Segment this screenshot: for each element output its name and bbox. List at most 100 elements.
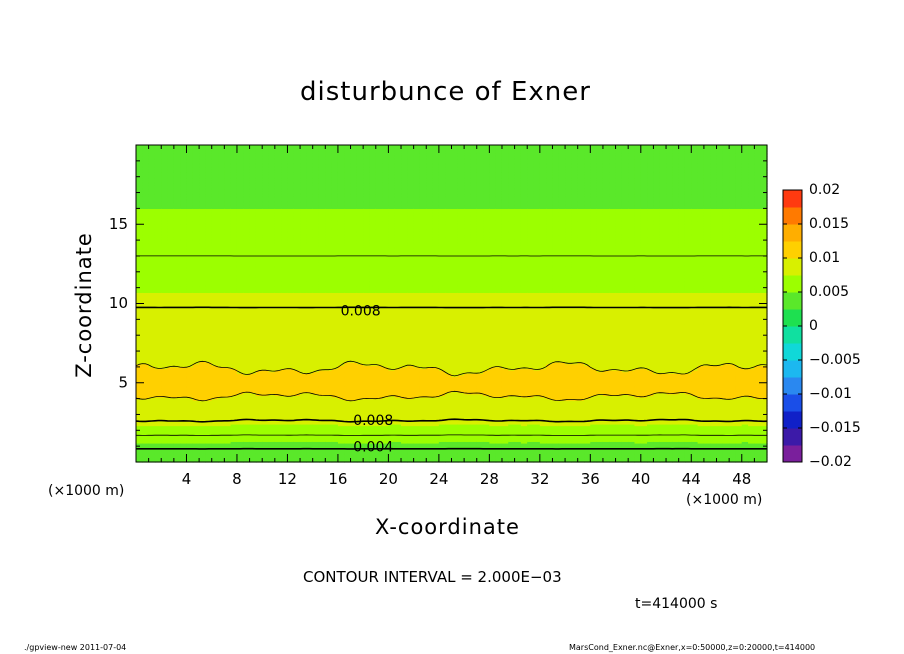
contour-cell [287,455,295,458]
contour-cell [268,298,276,301]
contour-cell [173,240,181,243]
contour-cell [173,397,181,400]
contour-cell [192,274,200,278]
contour-cell [136,289,143,292]
contour-cell [173,355,181,358]
contour-cell [161,290,169,293]
contour-cell [230,362,238,365]
contour-cell [211,260,219,263]
contour-cell [230,439,238,442]
contour-cell [224,446,232,449]
contour-cell [211,152,219,156]
contour-cell [192,365,200,368]
contour-cell [211,252,219,255]
contour-cell [218,248,225,251]
contour-cell [287,236,295,240]
contour-cell [142,365,150,368]
contour-cell [154,259,162,262]
contour-cell [142,378,150,381]
contour-cell [186,333,194,336]
contour-cell [148,289,156,292]
contour-cell [186,305,194,308]
contour-cell [281,438,289,441]
contour-cell [173,333,181,336]
contour-cell [205,164,213,167]
contour-cell [274,268,282,271]
contour-cell [236,175,244,178]
contour-cell [287,198,295,202]
contour-cell [173,195,181,198]
contour-cell [211,417,219,420]
contour-cell [142,224,150,227]
contour-cell [255,322,263,325]
contour-cell [218,198,225,202]
contour-cell [268,384,276,387]
contour-cell [224,404,232,408]
contour-cell [192,224,200,227]
contour-cell [224,360,232,363]
contour-cell [211,270,219,273]
contour-cell [211,414,219,417]
contour-cell [192,308,200,311]
contour-cell [224,187,232,190]
contour-cell [249,206,257,210]
contour-cell [142,382,150,385]
contour-cell [154,235,162,238]
contour-cell [262,230,270,233]
contour-cell [274,319,282,322]
contour-cell [161,200,169,203]
contour-cell [243,452,251,455]
contour-cell [262,343,270,346]
contour-cell [249,157,257,160]
contour-cell [243,366,251,370]
contour-cell [161,346,169,349]
contour-cell [167,446,175,449]
contour-cell [154,344,162,347]
contour-cell [142,384,150,387]
contour-cell [287,293,295,297]
contour-cell [154,433,162,436]
contour-cell [199,190,207,194]
contour-cell [180,178,188,181]
contour-cell [274,175,282,178]
contour-cell [148,381,156,384]
contour-cell [218,162,225,165]
contour-cell [148,186,156,189]
contour-cell [218,452,225,455]
contour-cell [136,186,143,189]
contour-cell [173,263,181,267]
contour-cell [173,322,181,325]
contour-cell [218,167,225,170]
contour-cell [218,295,225,298]
contour-cell [154,194,162,197]
contour-cell [287,439,295,442]
contour-cell [224,165,232,168]
contour-cell [255,206,263,210]
contour-cell [186,414,194,417]
contour-cell [211,339,219,343]
contour-cell [142,164,150,167]
contour-cell [205,392,213,395]
contour-cell [199,219,207,222]
contour-cell [136,390,143,393]
contour-cell [230,313,238,316]
contour-cell [274,233,282,236]
contour-cell [186,416,194,419]
contour-cell [255,387,263,390]
contour-cell [262,371,270,374]
contour-cell [180,327,188,330]
contour-cell [136,398,143,401]
contour-cell [180,354,188,357]
contour-cell [148,397,156,400]
contour-cell [262,420,270,423]
contour-cell [167,148,175,151]
contour-cell [262,197,270,200]
contour-cell [281,420,289,423]
contour-cell [211,248,219,251]
contour-cell [281,225,289,229]
contour-cell [161,330,169,333]
contour-cell [243,332,251,335]
contour-cell [274,322,282,325]
contour-cell [287,209,295,213]
contour-cell [262,417,270,420]
